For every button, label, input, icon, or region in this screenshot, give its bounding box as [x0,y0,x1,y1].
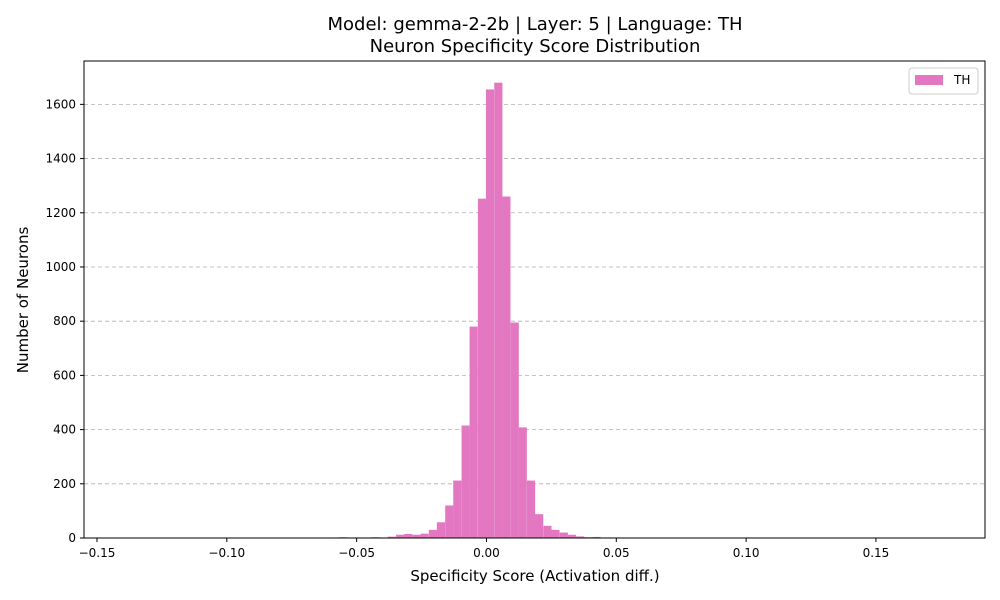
y-tick-label: 800 [53,314,76,328]
y-gridlines [84,103,985,485]
histogram-bar [453,480,462,538]
x-tick-label: 0.10 [733,546,760,560]
histogram-bar [477,198,487,538]
y-tick-label: 1000 [45,260,76,274]
histogram-bar [387,536,396,538]
chart-title-line-1: Model: gemma-2-2b | Layer: 5 | Language:… [327,14,742,35]
x-tick-label: 0.05 [603,546,630,560]
legend-swatch [915,75,943,85]
x-tick-label: −0.15 [79,546,116,560]
legend-box [908,67,979,95]
x-tick-label: 0.00 [473,546,500,560]
x-axis-label: Specificity Score (Activation diff.) [410,567,659,585]
histogram-bar [567,534,576,538]
y-tick-label: 1200 [45,206,76,220]
histogram-bar [551,529,560,538]
histogram-bar [420,533,429,538]
histogram-bars [127,82,953,539]
x-tick-label: −0.10 [208,546,245,560]
histogram-bar [526,480,536,538]
histogram-bar [428,529,437,538]
y-tick-label: 200 [53,477,76,491]
histogram-bar [510,322,519,538]
histogram-bar [412,534,421,538]
legend-label-th: TH [953,73,970,87]
histogram-bar [494,82,503,538]
histogram-bar [559,532,568,538]
histogram-bar [396,534,405,538]
y-tick-label: 1600 [45,97,76,111]
histogram-bar [469,326,478,538]
plot-frame [83,60,986,539]
histogram-bar [404,533,413,538]
histogram-bar [502,196,511,539]
histogram-bar [535,514,544,538]
histogram-bar [445,505,454,538]
x-tick-label: −0.05 [338,546,375,560]
axes-border [83,60,986,539]
y-tick-label: 0 [68,531,76,545]
chart-title-line-2: Neuron Specificity Score Distribution [370,36,701,57]
histogram-bar [485,89,495,538]
y-axis-ticks: 0 200 400 600 800 1000 1200 1400 1600 [45,97,84,545]
histogram-bar [576,536,585,538]
y-tick-label: 400 [53,423,76,437]
legend: TH [908,67,979,95]
histogram-bar [436,522,446,538]
y-tick-label: 600 [53,368,76,382]
y-axis-label: Number of Neurons [14,227,32,374]
x-axis-ticks: −0.15 −0.10 −0.05 0.00 0.05 0.10 0.15 [79,538,890,560]
y-tick-label: 1400 [45,152,76,166]
histogram-bar [543,525,552,538]
histogram-bar [461,425,470,538]
histogram-bar [592,536,601,538]
x-tick-label: 0.15 [863,546,890,560]
histogram-bar [518,427,527,538]
